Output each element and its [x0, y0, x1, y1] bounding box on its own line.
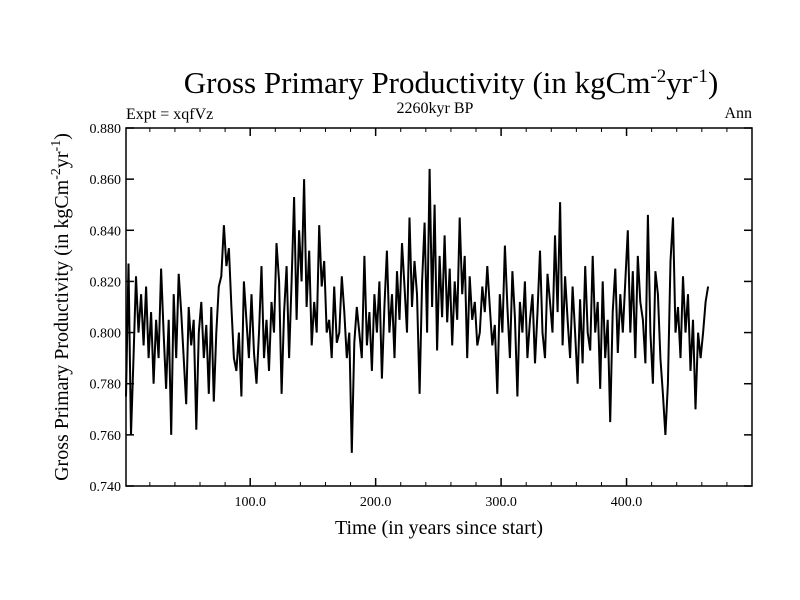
x-axis-label: Time (in years since start)	[335, 517, 543, 539]
y-axis: 0.740 0.760 0.780 0.800 0.820 0.840 0.860 0.880	[90, 122, 752, 495]
series-line	[125, 168, 710, 453]
x-tick-label: 400.0	[611, 495, 643, 510]
y-tick-label: 0.880	[90, 122, 122, 137]
y-axis-label: Gross Primary Productivity (in kgCm-2yr-…	[49, 133, 73, 481]
y-tick-label: 0.760	[90, 429, 122, 444]
plot-frame	[125, 127, 753, 487]
y-tick-label: 0.780	[90, 378, 122, 393]
y-tick-label: 0.860	[90, 173, 122, 188]
x-tick-label: 200.0	[360, 495, 392, 510]
y-tick-label: 0.840	[90, 224, 122, 239]
x-tick-label: 100.0	[234, 495, 266, 510]
age-label: 2260kyr BP	[397, 100, 474, 117]
y-tick-label: 0.820	[90, 275, 122, 290]
chart-title: Gross Primary Productivity (in kgCm-2yr-…	[184, 65, 719, 100]
season-label: Ann	[724, 105, 752, 122]
y-tick-label: 0.740	[90, 480, 122, 495]
x-tick-label: 300.0	[485, 495, 517, 510]
experiment-label: Expt = xqfVz	[126, 106, 213, 123]
y-tick-label: 0.800	[90, 327, 122, 342]
